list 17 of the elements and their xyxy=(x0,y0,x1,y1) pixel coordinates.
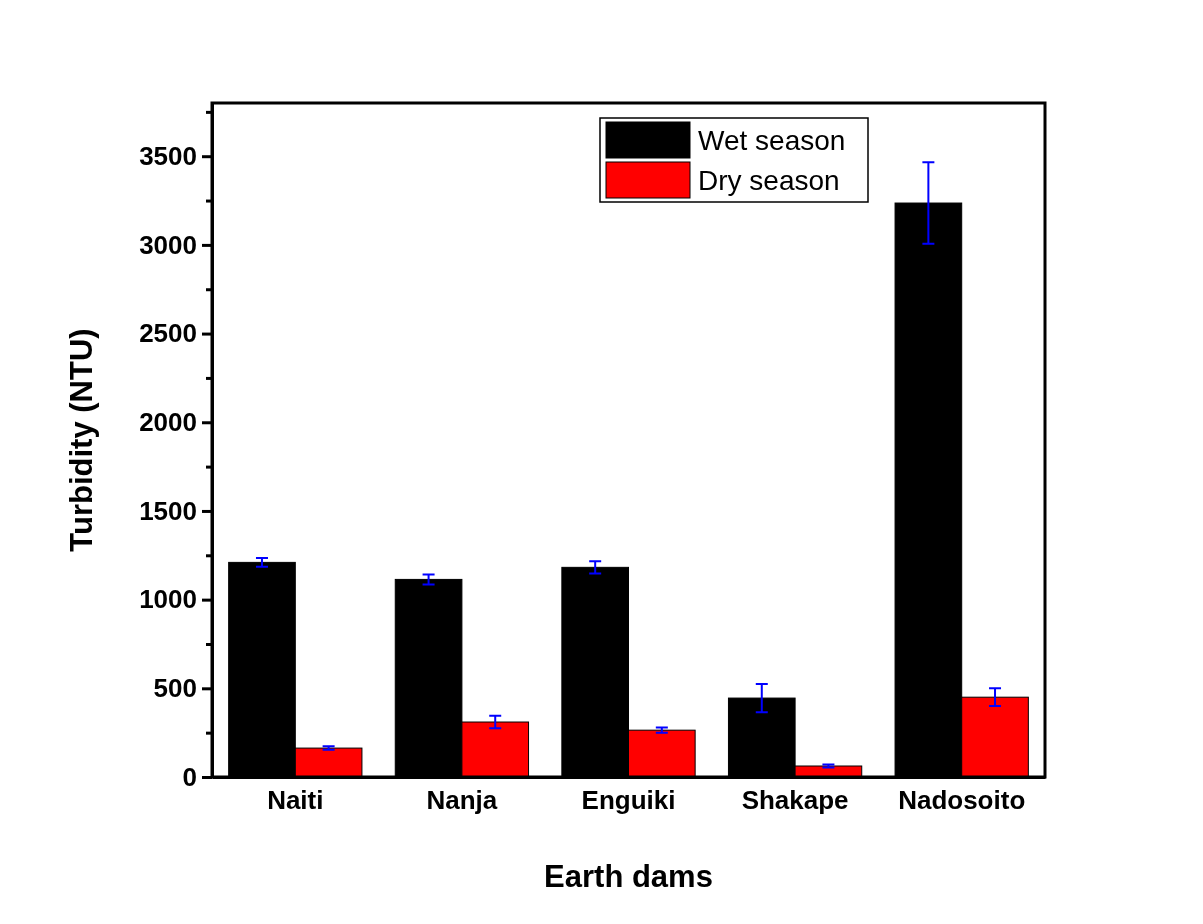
x-tick-label: Naiti xyxy=(267,784,324,815)
legend-label: Dry season xyxy=(698,165,840,196)
y-tick-label: 3000 xyxy=(139,229,197,260)
y-tick-label: 0 xyxy=(182,761,197,792)
y-tick-label: 500 xyxy=(153,673,197,704)
y-axis-title: Turbidity (NTU) xyxy=(64,328,99,552)
x-tick-label: Shakape xyxy=(741,784,849,815)
y-tick-label: 1000 xyxy=(139,584,197,615)
y-tick-label: 2000 xyxy=(139,407,197,438)
y-tick-label: 1500 xyxy=(139,495,197,526)
y-tick-label: 2500 xyxy=(139,318,197,349)
y-tick-label: 3500 xyxy=(139,141,197,172)
x-axis-title: Earth dams xyxy=(544,859,713,894)
legend-label: Wet season xyxy=(698,125,846,156)
x-tick-label: Nadosoito xyxy=(898,784,1026,815)
x-tick-label: Nanja xyxy=(426,784,498,815)
x-tick-label: Enguiki xyxy=(581,784,676,815)
